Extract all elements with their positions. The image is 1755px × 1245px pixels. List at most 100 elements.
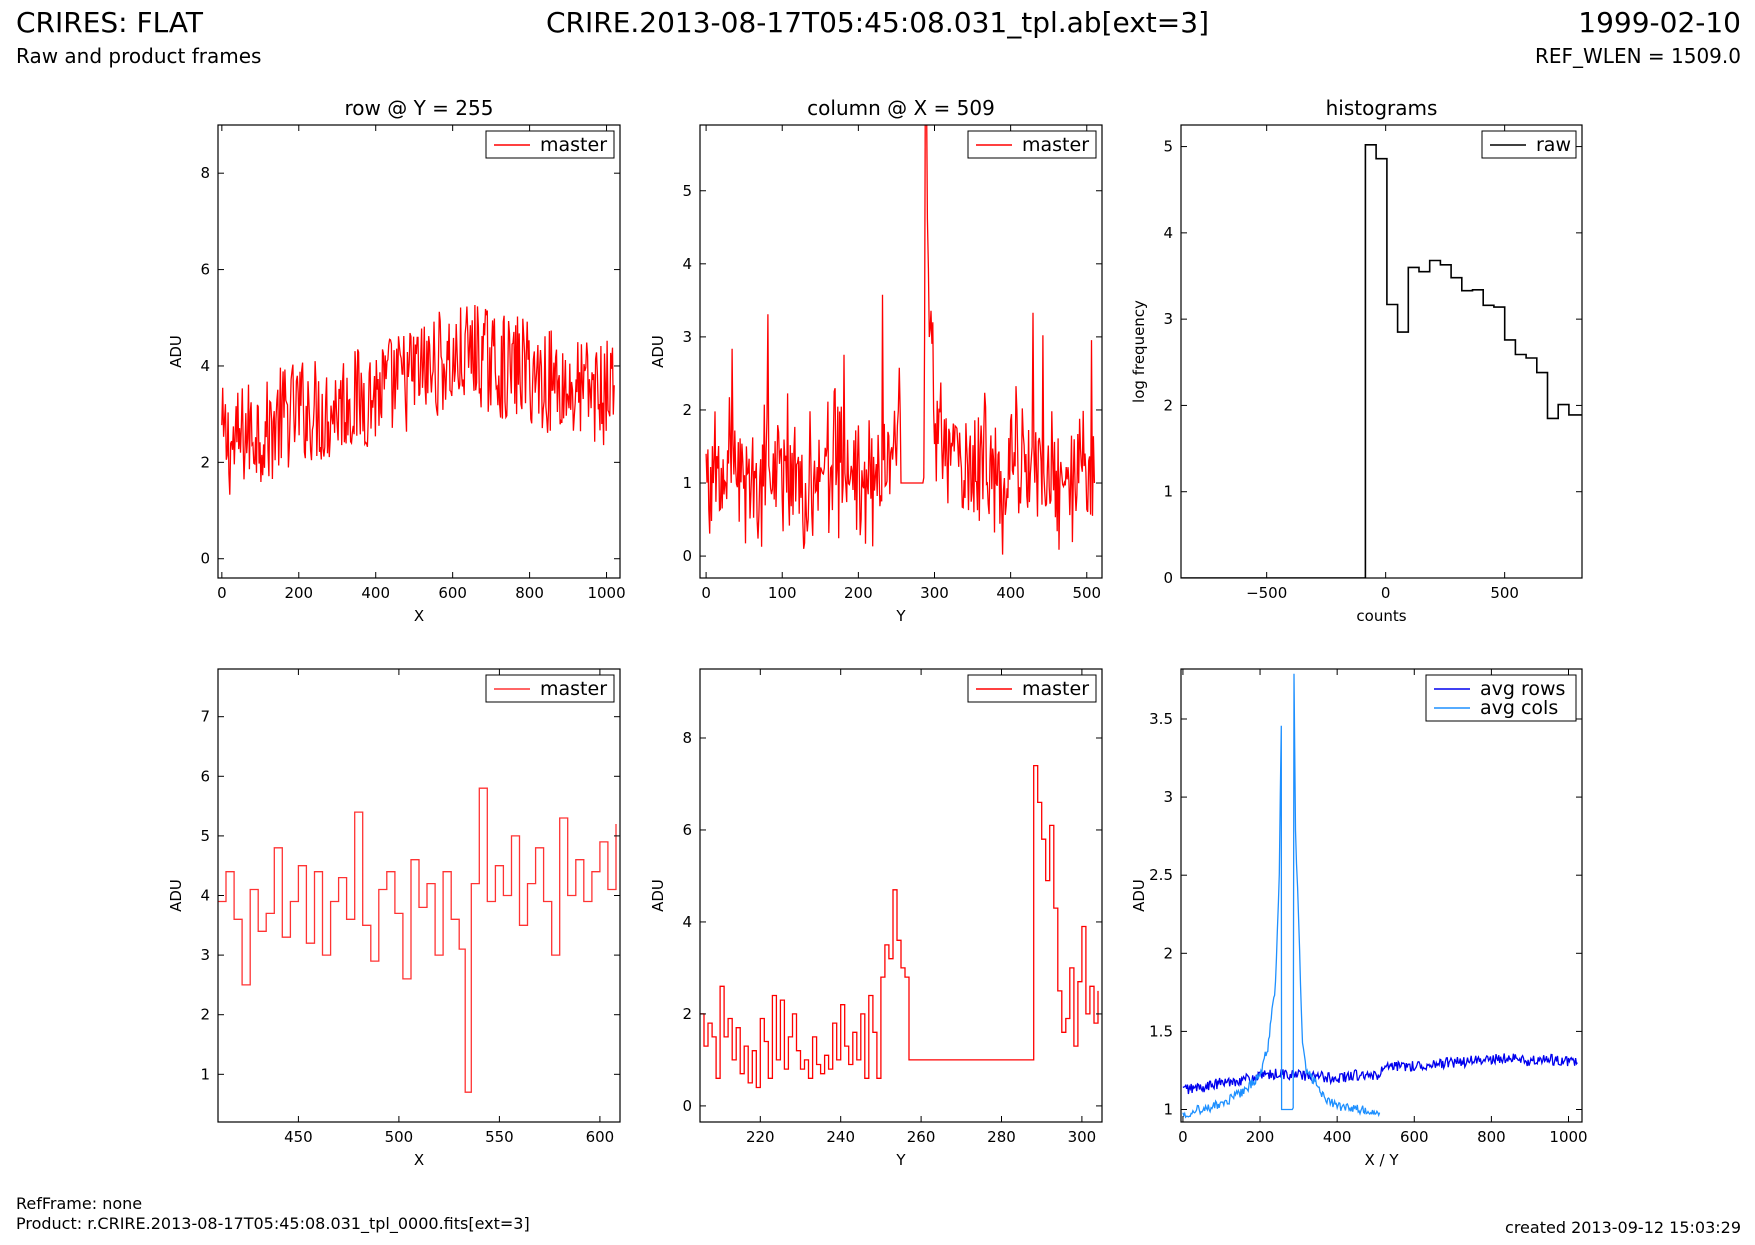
x-tick-label: 280 — [987, 1128, 1016, 1146]
legend-label: master — [1022, 134, 1089, 156]
x-tick-label: 300 — [1068, 1128, 1097, 1146]
legend-label: master — [1022, 678, 1089, 700]
chart-panel-1: 0 200 400 600 800 1000 0 2 4 6 8 row @ Y = 255 X ADU m… — [167, 96, 626, 625]
x-axis-label: X / Y — [1364, 1151, 1399, 1169]
x-tick-label: 0 — [1178, 1128, 1188, 1146]
x-tick-label: 260 — [907, 1128, 936, 1146]
series-line-master — [221, 304, 615, 495]
x-tick-label: 200 — [844, 584, 873, 602]
legend-label: avg cols — [1480, 697, 1558, 719]
y-tick-label: 7 — [200, 708, 210, 726]
y-tick-label: 1 — [682, 474, 692, 492]
x-tick-label: 100 — [768, 584, 797, 602]
y-tick-label: 0 — [1163, 569, 1173, 587]
y-tick-label: 4 — [682, 255, 692, 273]
chart-panel-2: 0 100 200 300 400 500 0 1 2 3 4 5 column @ X = 509 Y A… — [649, 96, 1103, 625]
refframe-label: RefFrame: none — [16, 1194, 143, 1213]
chart-title: histograms — [1326, 96, 1438, 120]
y-tick-label: 5 — [1163, 138, 1173, 156]
series-line-raw — [1181, 144, 1582, 578]
legend-label: avg rows — [1480, 678, 1565, 700]
y-tick-label: 4 — [200, 357, 210, 375]
series-line-master — [218, 787, 617, 1093]
y-tick-label: 4 — [200, 887, 210, 905]
x-tick-label: 500 — [1490, 584, 1519, 602]
x-tick-label: 400 — [996, 584, 1025, 602]
y-tick-label: 2 — [682, 1005, 692, 1023]
page-title: CRIRES: FLAT — [16, 6, 203, 39]
x-tick-label: 1000 — [1549, 1128, 1587, 1146]
legend-label: raw — [1536, 134, 1571, 156]
y-tick-label: 3 — [1163, 788, 1173, 806]
x-tick-label: 800 — [515, 584, 544, 602]
x-tick-label: 200 — [1246, 1128, 1275, 1146]
y-tick-label: 3 — [200, 946, 210, 964]
plot-frame — [1180, 668, 1583, 1123]
y-tick-label: 5 — [200, 827, 210, 845]
y-tick-label: 3.5 — [1149, 710, 1173, 728]
x-tick-label: 450 — [284, 1128, 313, 1146]
x-axis-label: X — [414, 607, 424, 625]
y-tick-label: 2 — [682, 401, 692, 419]
y-axis-label: log frequency — [1130, 300, 1148, 403]
series-line-master — [705, 125, 1096, 555]
chart-panel-5: 220 240 260 280 300 0 2 4 6 8 Y ADU master — [649, 668, 1103, 1169]
plot-frame — [699, 668, 1103, 1123]
y-axis-label: ADU — [1130, 879, 1148, 912]
y-tick-label: 1 — [1163, 483, 1173, 501]
x-tick-label: 600 — [586, 1128, 615, 1146]
legend-label: master — [540, 678, 607, 700]
series-line-avg-cols — [1182, 673, 1381, 1119]
series-line-avg-rows — [1182, 1053, 1578, 1095]
x-tick-label: 240 — [826, 1128, 855, 1146]
plot-frame — [699, 124, 1103, 579]
plot-frame — [217, 124, 621, 579]
y-tick-label: 5 — [682, 182, 692, 200]
x-tick-label: 220 — [746, 1128, 775, 1146]
x-tick-label: 0 — [217, 584, 227, 602]
y-tick-label: 1 — [200, 1065, 210, 1083]
x-tick-label: 500 — [385, 1128, 414, 1146]
x-tick-label: 0 — [1381, 584, 1391, 602]
x-tick-label: 400 — [1323, 1128, 1352, 1146]
y-tick-label: 1.5 — [1149, 1022, 1173, 1040]
y-tick-label: 0 — [200, 550, 210, 568]
y-axis-label: ADU — [649, 879, 667, 912]
chart-panel-3: −500 0 500 0 1 2 3 4 5 histograms counts log freque… — [1130, 96, 1583, 625]
chart-panel-6: 0 200 400 600 800 1000 1 1.5 2 2.5 3 3.5 X / Y ADU avg… — [1130, 668, 1588, 1169]
y-tick-label: 4 — [1163, 224, 1173, 242]
x-tick-label: 200 — [284, 584, 313, 602]
y-tick-label: 0 — [682, 1097, 692, 1115]
y-axis-label: ADU — [167, 879, 185, 912]
chart-title: column @ X = 509 — [807, 96, 995, 120]
x-tick-label: 500 — [1072, 584, 1101, 602]
x-tick-label: 800 — [1477, 1128, 1506, 1146]
x-tick-label: 1000 — [587, 584, 625, 602]
y-tick-label: 6 — [682, 821, 692, 839]
y-tick-label: 1 — [1163, 1101, 1173, 1119]
y-tick-label: 0 — [682, 547, 692, 565]
file-name: CRIRE.2013-08-17T05:45:08.031_tpl.ab[ext… — [545, 6, 1209, 39]
y-tick-label: 2 — [200, 1006, 210, 1024]
y-tick-label: 8 — [682, 729, 692, 747]
x-tick-label: −500 — [1246, 584, 1287, 602]
x-axis-label: Y — [895, 607, 906, 625]
x-tick-label: 550 — [485, 1128, 514, 1146]
x-tick-label: 600 — [438, 584, 467, 602]
y-tick-label: 2 — [200, 453, 210, 471]
y-tick-label: 4 — [682, 913, 692, 931]
x-axis-label: counts — [1356, 607, 1406, 625]
page-subtitle: Raw and product frames — [16, 44, 262, 68]
series-line-master — [700, 764, 1099, 1089]
created-label: created 2013-09-12 15:03:29 — [1505, 1218, 1741, 1237]
legend-label: master — [540, 134, 607, 156]
x-tick-label: 600 — [1400, 1128, 1429, 1146]
y-axis-label: ADU — [167, 335, 185, 368]
y-tick-label: 2.5 — [1149, 866, 1173, 884]
ref-wlen-label: REF_WLEN = 1509.0 — [1534, 44, 1741, 68]
chart-title: row @ Y = 255 — [345, 96, 494, 120]
y-tick-label: 3 — [1163, 310, 1173, 328]
x-tick-label: 0 — [701, 584, 711, 602]
x-axis-label: Y — [895, 1151, 906, 1169]
